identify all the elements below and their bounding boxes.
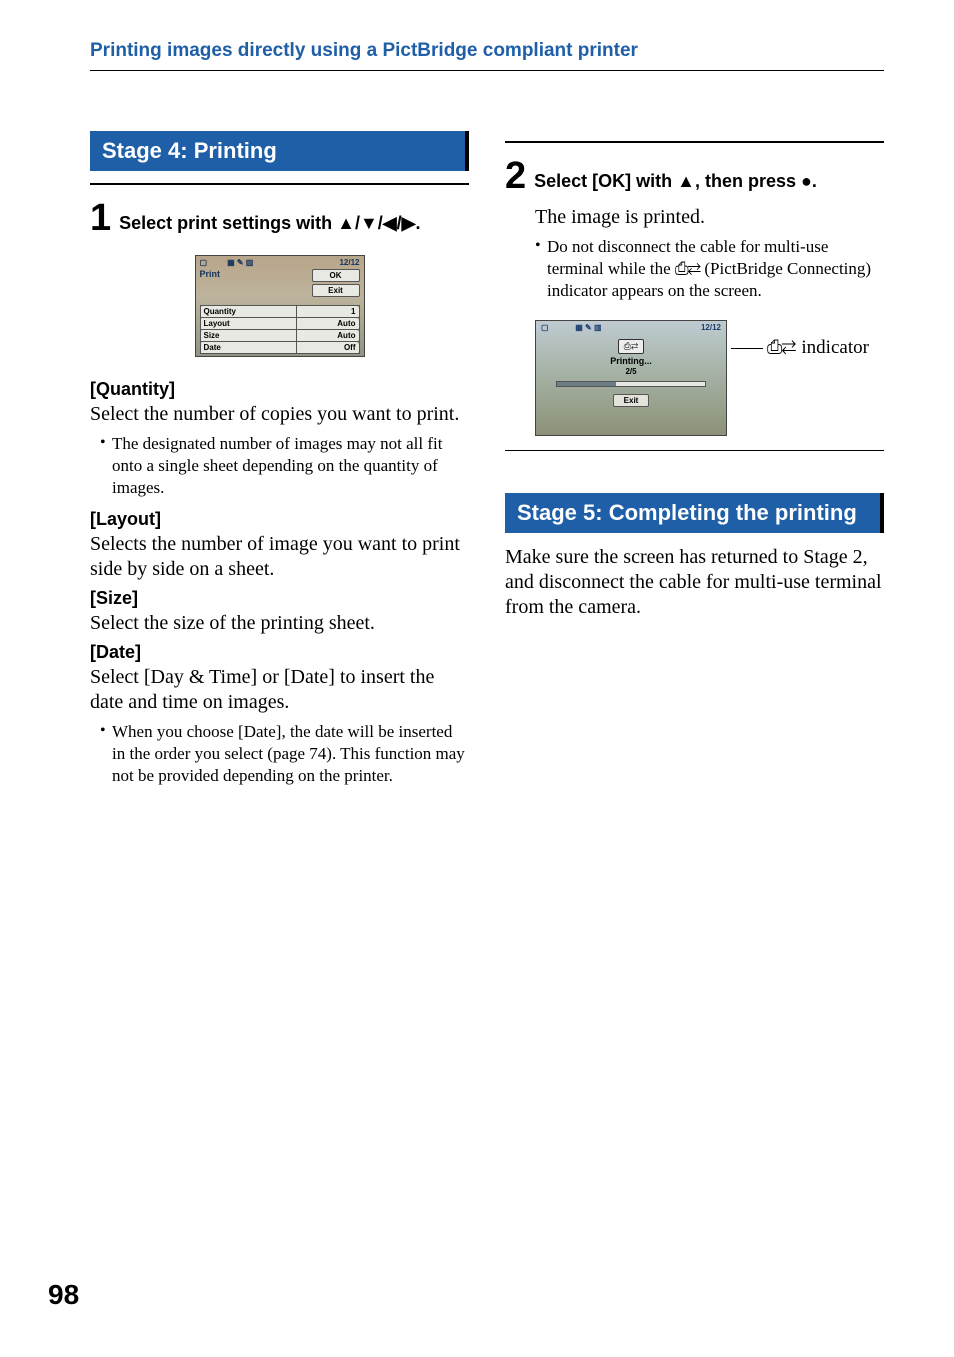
stage4-heading: Stage 4: Printing (90, 131, 469, 171)
lcd-row-value: Auto (297, 330, 359, 342)
lcd-row-value: Auto (297, 318, 359, 330)
lcd-icons: ▢ ▦ ✎ ▥ (200, 258, 254, 267)
nav-arrows: ▲/▼/◀/▶ (337, 213, 415, 233)
dot-icon: ● (801, 171, 812, 191)
size-head: [Size] (90, 588, 469, 609)
lcd-row-value: Off (297, 342, 359, 354)
step1-text-a: Select print settings with (119, 213, 337, 233)
running-head: Printing images directly using a PictBri… (90, 40, 884, 62)
callout-label: ⎙⇄ indicator (767, 337, 869, 359)
quantity-note: The designated number of images may not … (100, 433, 469, 499)
lcd-screenshot-1: ▢ ▦ ✎ ▥ 12/12 Print OK Exit Quantity1 (90, 255, 469, 357)
stage5-body: Make sure the screen has returned to Sta… (505, 545, 884, 620)
lcd2-count: 2/5 (536, 367, 726, 376)
date-head: [Date] (90, 642, 469, 663)
left-column: Stage 4: Printing 1 Select print setting… (90, 131, 469, 798)
lcd2-with-callout: ▢ ▦ ✎ ▥ 12/12 ⎙⇄ Printing... 2/5 Exit ⎙⇄… (505, 320, 884, 436)
lcd-screen-2: ▢ ▦ ✎ ▥ 12/12 ⎙⇄ Printing... 2/5 Exit (535, 320, 727, 436)
lcd2-exit-button: Exit (613, 394, 650, 407)
step2-text-b: , then press (695, 171, 801, 191)
step2-text-c: . (812, 171, 817, 191)
layout-head: [Layout] (90, 509, 469, 530)
page-number: 98 (48, 1279, 79, 1311)
lcd-settings-table: Quantity1 LayoutAuto SizeAuto DateOff (200, 305, 360, 354)
lcd-screen: ▢ ▦ ✎ ▥ 12/12 Print OK Exit Quantity1 (195, 255, 365, 357)
lcd-counter: 12/12 (339, 258, 359, 267)
pictbridge-icon: ⎙⇄ (767, 337, 795, 359)
head-rule (90, 70, 884, 71)
two-column-layout: Stage 4: Printing 1 Select print setting… (90, 131, 884, 798)
step2-note: Do not disconnect the cable for multi-us… (535, 236, 884, 302)
callout-line (731, 348, 763, 349)
lcd-row-label: Size (200, 330, 297, 342)
pictbridge-icon: ⎙⇄ (675, 259, 700, 278)
callout-text: indicator (801, 337, 869, 359)
step-2: 2 Select [OK] with ▲, then press ●. (505, 157, 884, 195)
step-text: Select print settings with ▲/▼/◀/▶. (119, 199, 420, 235)
step2-body: The image is printed. (505, 205, 884, 230)
quantity-note-list: The designated number of images may not … (90, 433, 469, 499)
lcd-row-label: Quantity (200, 306, 297, 318)
lcd-ok-button: OK (312, 269, 360, 282)
date-note-list: When you choose [Date], the date will be… (90, 721, 469, 787)
stage5-heading: Stage 5: Completing the printing (505, 493, 884, 533)
lcd-row-label: Layout (200, 318, 297, 330)
lcd-row-value: 1 (297, 306, 359, 318)
layout-body: Selects the number of image you want to … (90, 532, 469, 582)
quantity-body: Select the number of copies you want to … (90, 402, 469, 427)
lcd-exit-button: Exit (312, 284, 360, 297)
lcd2-pb-indicator-icon: ⎙⇄ (618, 339, 644, 354)
date-note: When you choose [Date], the date will be… (100, 721, 469, 787)
step1-text-b: . (416, 213, 421, 233)
right-column: 2 Select [OK] with ▲, then press ●. The … (505, 131, 884, 798)
lcd2-progress-bar (556, 381, 706, 387)
date-body: Select [Day & Time] or [Date] to insert … (90, 665, 469, 715)
quantity-head: [Quantity] (90, 379, 469, 400)
step2-text-a: Select [OK] with (534, 171, 677, 191)
step-text: Select [OK] with ▲, then press ●. (534, 157, 817, 193)
step-number: 2 (505, 157, 526, 195)
lcd2-icons: ▢ ▦ ✎ ▥ (541, 323, 602, 332)
step-number: 1 (90, 199, 111, 237)
lcd-print-label: Print (200, 269, 221, 279)
step-1: 1 Select print settings with ▲/▼/◀/▶. (90, 199, 469, 237)
column-rule (505, 450, 884, 451)
lcd-row-label: Date (200, 342, 297, 354)
column-rule (90, 183, 469, 185)
lcd2-counter: 12/12 (701, 323, 721, 332)
column-rule (505, 141, 884, 143)
size-body: Select the size of the printing sheet. (90, 611, 469, 636)
up-arrow-icon: ▲ (677, 171, 695, 191)
lcd2-printing-label: Printing... (536, 356, 726, 366)
step2-note-list: Do not disconnect the cable for multi-us… (505, 236, 884, 302)
